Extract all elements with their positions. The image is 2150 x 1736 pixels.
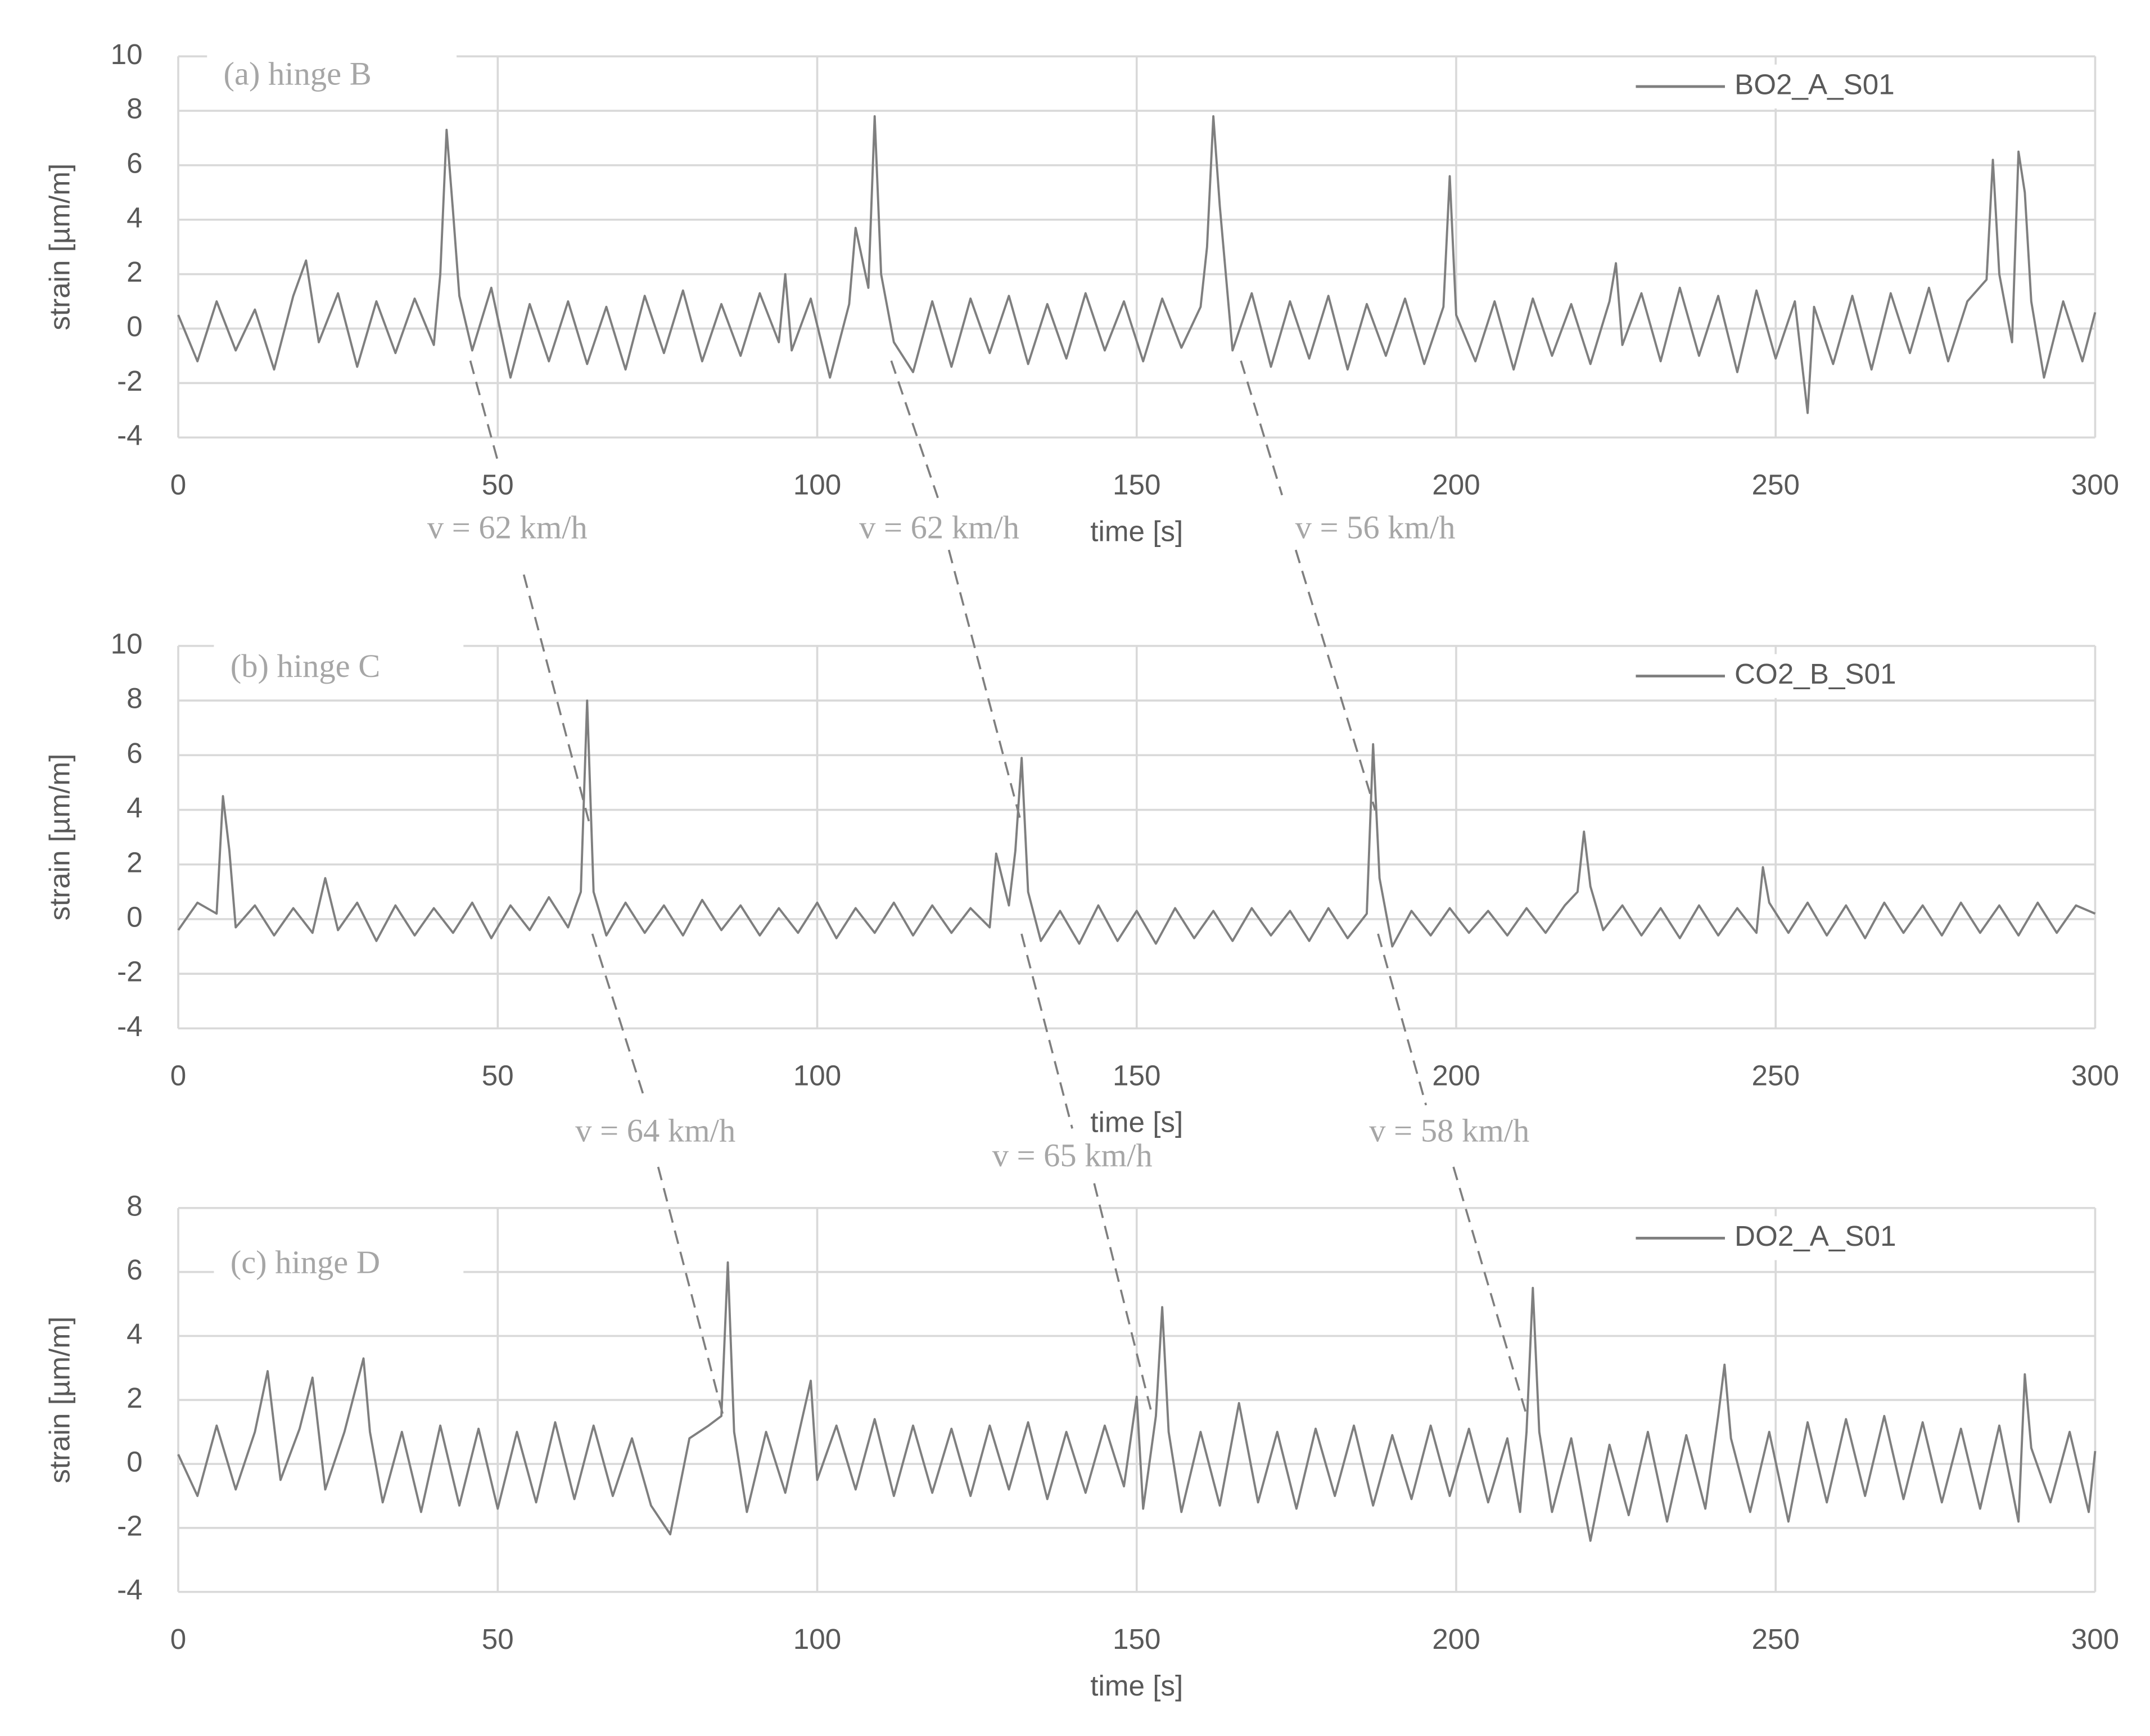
x-tick-label: 300 bbox=[2071, 469, 2119, 501]
x-tick-label: 200 bbox=[1432, 469, 1480, 501]
y-tick-label: -4 bbox=[117, 1574, 143, 1606]
y-tick-label: 4 bbox=[127, 201, 142, 233]
speed-connectors bbox=[469, 360, 1528, 1414]
y-tick-label: 0 bbox=[127, 310, 142, 342]
data-line bbox=[177, 115, 2097, 414]
speed-label: v = 62 km/h bbox=[427, 509, 588, 545]
x-axis-label: time [s] bbox=[1090, 1106, 1183, 1138]
y-axis-label: strain [µm/m] bbox=[43, 1317, 75, 1484]
y-tick-label: 2 bbox=[127, 256, 142, 288]
speed-label: v = 65 km/h bbox=[992, 1137, 1153, 1173]
y-tick-label: 0 bbox=[127, 901, 142, 933]
x-tick-label: 250 bbox=[1751, 1623, 1799, 1655]
data-line bbox=[177, 699, 2096, 948]
y-tick-label: 8 bbox=[127, 1190, 142, 1222]
panel-label-box bbox=[214, 1238, 464, 1294]
legend-label: BO2_A_S01 bbox=[1735, 68, 1895, 100]
x-tick-label: 100 bbox=[793, 1060, 841, 1092]
x-tick-label: 150 bbox=[1113, 469, 1160, 501]
y-tick-label: 2 bbox=[127, 1382, 142, 1414]
legend-label: DO2_A_S01 bbox=[1735, 1220, 1896, 1252]
x-tick-label: 150 bbox=[1113, 1060, 1160, 1092]
chart-panel: -4 -2 0 2 4 6 8 0 50 100 150 200 250 300 time [s] strai… bbox=[43, 1190, 2119, 1702]
y-tick-label: 10 bbox=[111, 627, 143, 659]
x-tick-label: 100 bbox=[793, 1623, 841, 1655]
panel-label: (c) hinge D bbox=[231, 1244, 380, 1281]
y-tick-label: -2 bbox=[117, 956, 143, 988]
x-tick-label: 50 bbox=[482, 1623, 514, 1655]
y-tick-label: 4 bbox=[127, 792, 142, 824]
panel-label: (b) hinge C bbox=[231, 648, 381, 684]
x-tick-label: 100 bbox=[793, 469, 841, 501]
x-tick-label: 50 bbox=[482, 469, 514, 501]
x-tick-label: 300 bbox=[2071, 1060, 2119, 1092]
y-tick-label: 6 bbox=[127, 147, 142, 179]
x-axis-label: time [s] bbox=[1090, 1670, 1183, 1702]
panel-label-box bbox=[207, 49, 457, 105]
speed-label: v = 62 km/h bbox=[859, 509, 1019, 545]
connector bbox=[890, 360, 1023, 825]
y-tick-label: 8 bbox=[127, 682, 142, 715]
y-axis-label: strain [µm/m] bbox=[43, 164, 75, 331]
y-tick-label: 2 bbox=[127, 846, 142, 878]
speed-label: v = 56 km/h bbox=[1295, 509, 1456, 545]
y-tick-label: -2 bbox=[117, 365, 143, 397]
x-tick-label: 250 bbox=[1751, 1060, 1799, 1092]
y-tick-label: -2 bbox=[117, 1509, 143, 1541]
y-tick-label: 6 bbox=[127, 737, 142, 769]
y-tick-label: 0 bbox=[127, 1446, 142, 1478]
x-tick-label: 0 bbox=[170, 469, 186, 501]
y-tick-label: -4 bbox=[117, 419, 143, 451]
x-tick-label: 50 bbox=[482, 1060, 514, 1092]
connector bbox=[1377, 933, 1528, 1414]
x-tick-label: 150 bbox=[1113, 1623, 1160, 1655]
x-tick-label: 200 bbox=[1432, 1060, 1480, 1092]
y-tick-label: 10 bbox=[111, 38, 143, 70]
speed-label: v = 58 km/h bbox=[1369, 1113, 1529, 1149]
y-tick-label: 8 bbox=[127, 93, 142, 125]
speed-label: v = 64 km/h bbox=[575, 1113, 735, 1149]
x-tick-label: 200 bbox=[1432, 1623, 1480, 1655]
y-tick-label: 6 bbox=[127, 1254, 142, 1286]
connector bbox=[591, 933, 724, 1414]
connector bbox=[1240, 360, 1376, 811]
y-axis-label: strain [µm/m] bbox=[43, 754, 75, 921]
x-tick-label: 300 bbox=[2071, 1623, 2119, 1655]
panel-label-box bbox=[214, 641, 464, 697]
y-tick-label: 4 bbox=[127, 1318, 142, 1350]
connector bbox=[1020, 933, 1153, 1414]
x-axis-label: time [s] bbox=[1090, 515, 1183, 547]
y-tick-label: -4 bbox=[117, 1010, 143, 1042]
legend-label: CO2_B_S01 bbox=[1735, 658, 1896, 690]
connector bbox=[469, 360, 591, 825]
x-tick-label: 0 bbox=[170, 1623, 186, 1655]
data-line bbox=[177, 1261, 2097, 1542]
panel-label: (a) hinge B bbox=[224, 55, 372, 92]
x-tick-label: 0 bbox=[170, 1060, 186, 1092]
x-tick-label: 250 bbox=[1751, 469, 1799, 501]
